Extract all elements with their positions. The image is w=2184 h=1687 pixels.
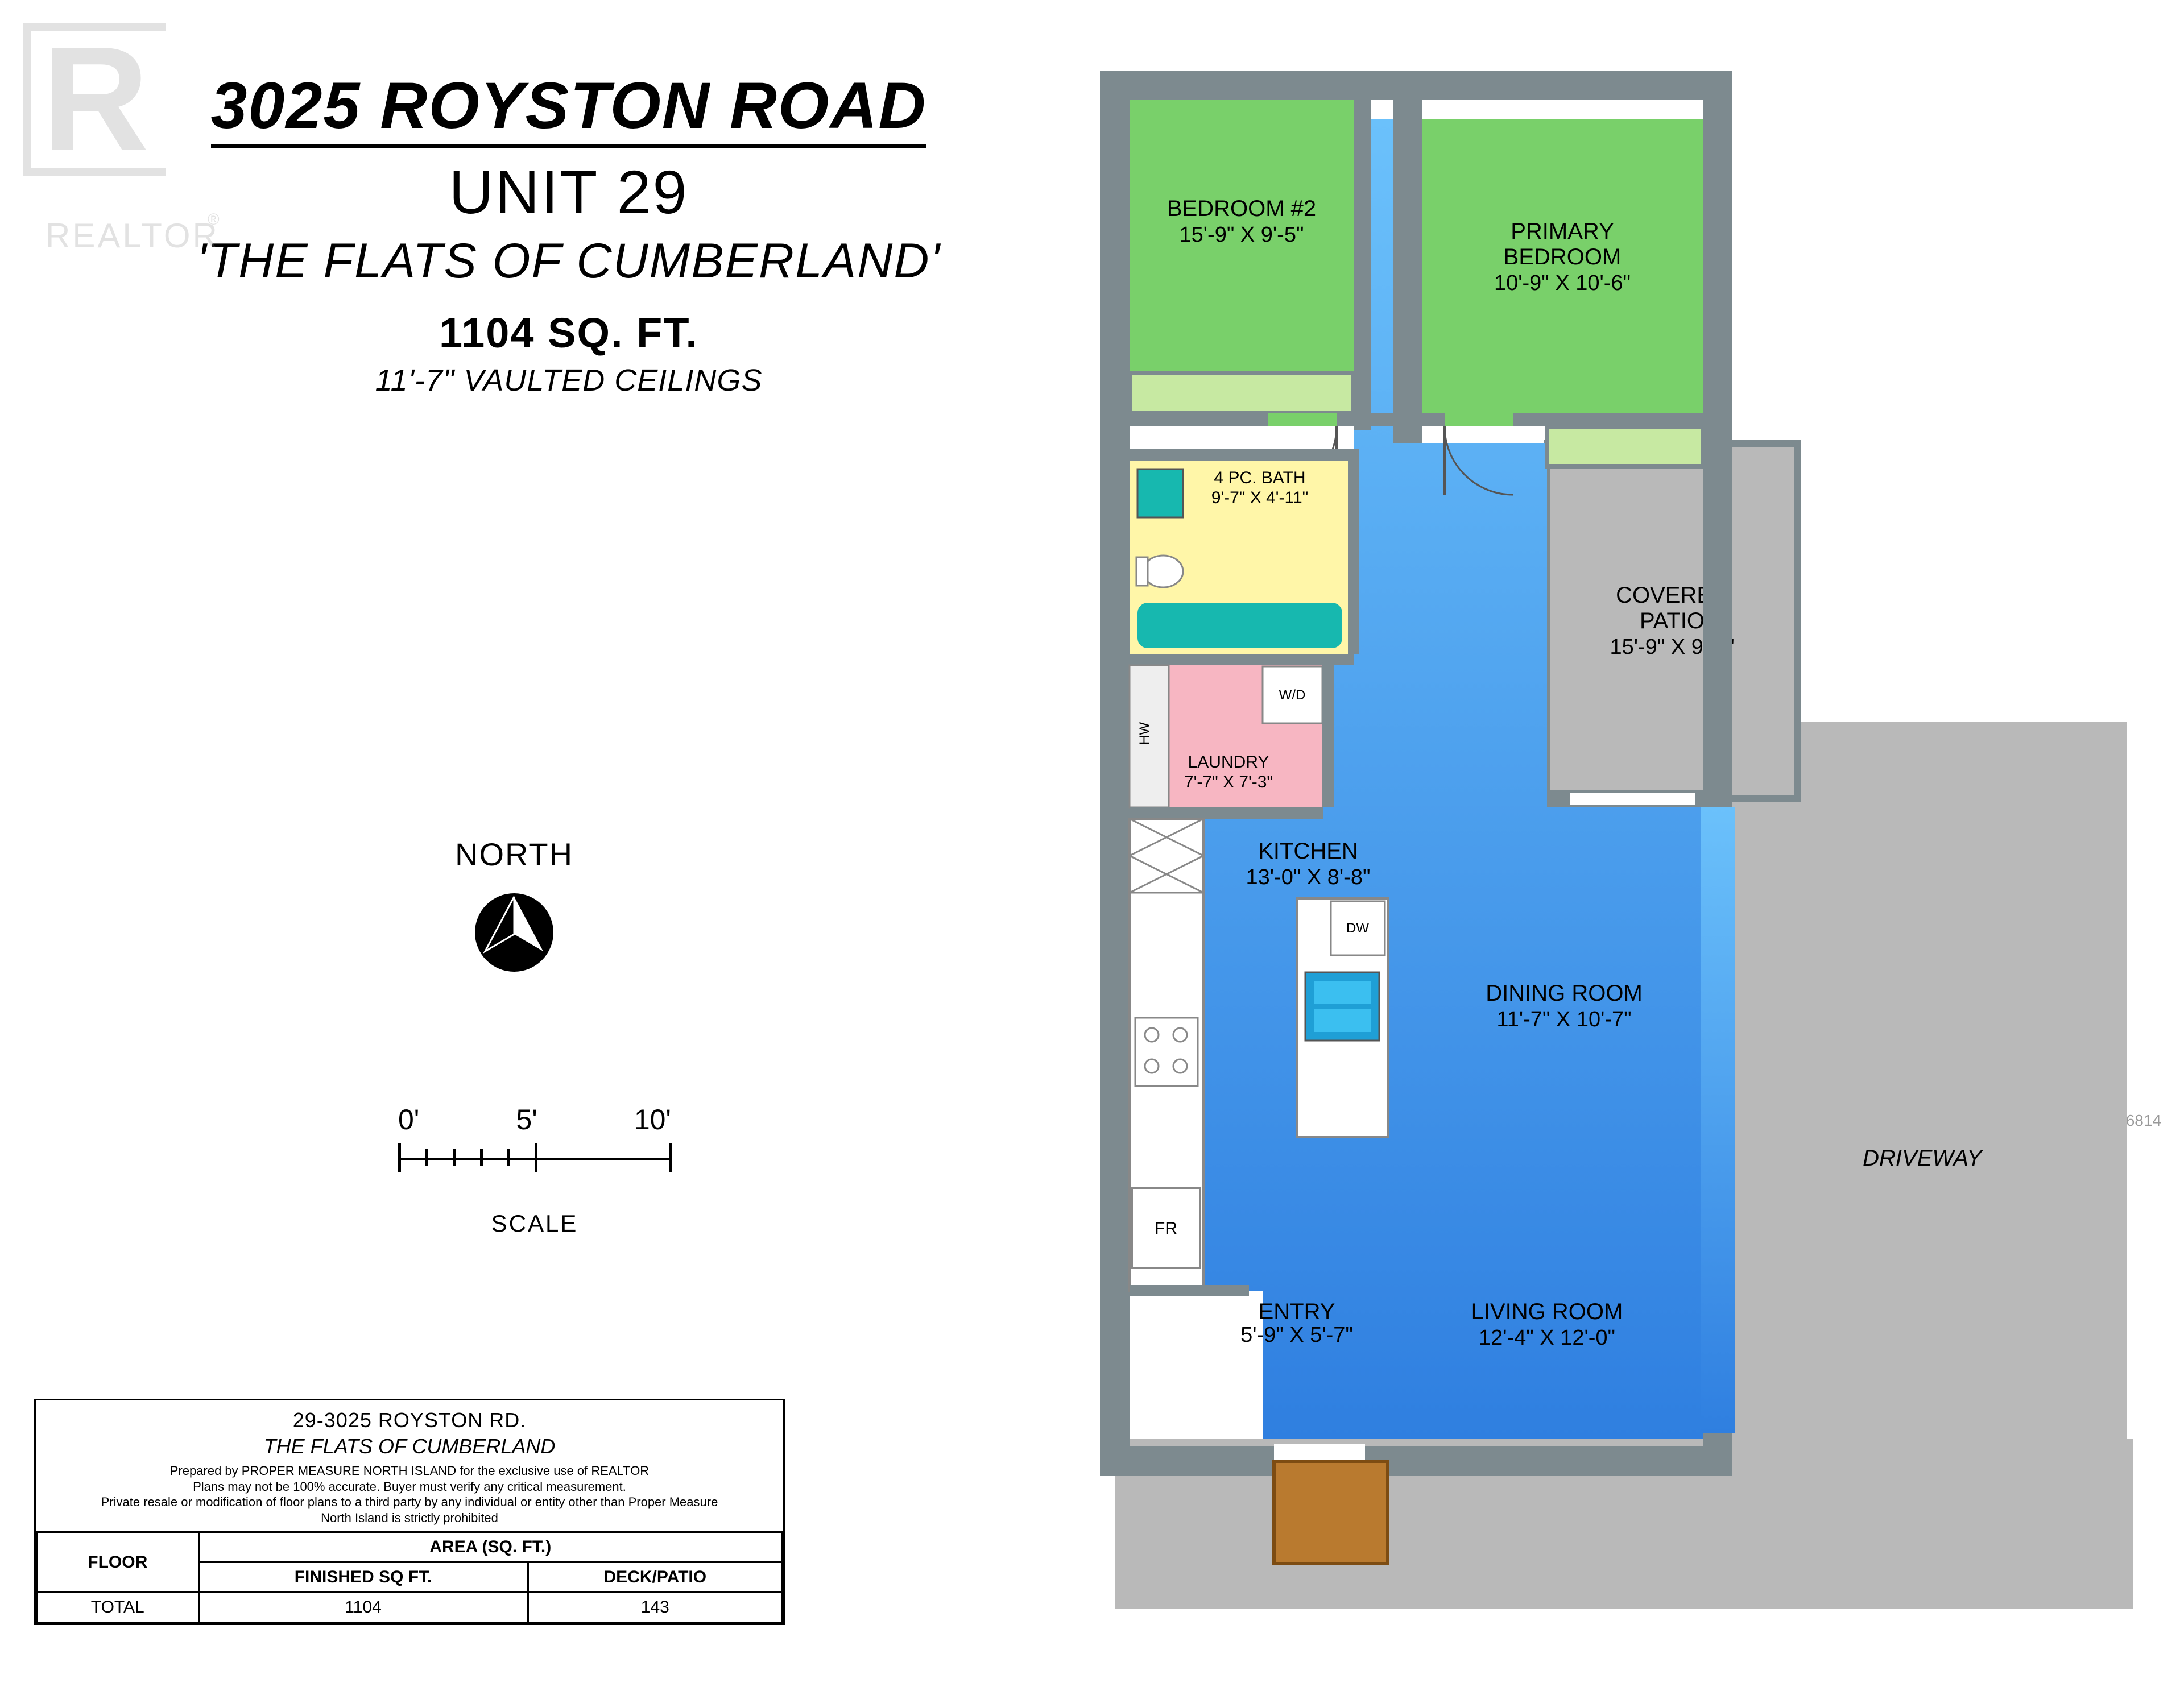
primary-label2: BEDROOM — [1504, 244, 1622, 270]
th-floor: FLOOR — [37, 1532, 199, 1593]
living-label: LIVING ROOM — [1471, 1299, 1623, 1324]
north-arrow-icon — [471, 890, 557, 975]
patio-label2: PATIO — [1640, 608, 1705, 633]
dining-label: DINING ROOM — [1486, 981, 1643, 1006]
floorplan: DRIVEWAY COVERED PATIO 15'-9" X 9'-0" BE… — [1081, 51, 2133, 1643]
driveway-label: DRIVEWAY — [1863, 1146, 1984, 1171]
bath-dim: 9'-7" X 4'-11" — [1211, 488, 1309, 507]
sqft: 1104 SQ. FT. — [136, 309, 1001, 357]
info-block: 3025 ROYSTON ROAD UNIT 29 'THE FLATS OF … — [136, 68, 1001, 398]
dining-dim: 11'-7" X 10'-7" — [1496, 1008, 1631, 1031]
bath-label: 4 PC. BATH — [1214, 469, 1305, 487]
td-finished: 1104 — [198, 1593, 528, 1623]
toilet-icon — [1143, 556, 1183, 587]
area-table: FLOOR AREA (SQ. FT.) FINISHED SQ FT. DEC… — [36, 1531, 783, 1623]
dw-label: DW — [1346, 921, 1369, 936]
watermark-label: REALTOR — [46, 216, 220, 255]
unit: UNIT 29 — [136, 156, 1001, 227]
scale-block: 0' 5' 10' SCALE — [398, 1103, 671, 1237]
th-area: AREA (SQ. FT.) — [198, 1532, 783, 1562]
scale-0: 0' — [398, 1103, 419, 1136]
kitchen-dim: 13'-0" X 8'-8" — [1246, 865, 1371, 889]
property-name: 'THE FLATS OF CUMBERLAND' — [136, 233, 1001, 289]
watermark-r: R — [23, 23, 166, 176]
laundry-label: LAUNDRY — [1188, 753, 1269, 772]
north-block: NORTH — [455, 836, 573, 975]
north-label: NORTH — [455, 836, 573, 873]
primary-dim: 10'-9" X 10'-6" — [1494, 271, 1631, 295]
laundry-dim: 7'-7" X 7'-3" — [1184, 773, 1273, 791]
fr-label: FR — [1155, 1219, 1177, 1238]
scale-label: SCALE — [398, 1210, 671, 1237]
entry-label: ENTRY — [1259, 1299, 1335, 1324]
living-dim: 12'-4" X 12'-0" — [1479, 1326, 1615, 1350]
th-finished: FINISHED SQ FT. — [198, 1562, 528, 1593]
bedroom2-dim: 15'-9" X 9'-5" — [1180, 223, 1304, 247]
legend-name: THE FLATS OF CUMBERLAND — [42, 1435, 777, 1458]
legend-address: 29-3025 ROYSTON RD. — [42, 1408, 777, 1432]
legend-disclaimer: Prepared by PROPER MEASURE NORTH ISLAND … — [42, 1463, 777, 1526]
porch-area — [1274, 1461, 1388, 1564]
kitchen-label: KITCHEN — [1258, 839, 1358, 864]
legend-box: 29-3025 ROYSTON RD. THE FLATS OF CUMBERL… — [34, 1399, 785, 1625]
address: 3025 ROYSTON ROAD — [211, 68, 927, 148]
primary-label1: PRIMARY — [1511, 219, 1614, 244]
th-deck: DECK/PATIO — [528, 1562, 782, 1593]
td-total: TOTAL — [37, 1593, 199, 1623]
bathtub-icon — [1138, 603, 1342, 648]
wd-label: W/D — [1279, 687, 1306, 703]
watermark: R ® REALTOR — [23, 23, 166, 176]
bedroom2-label: BEDROOM #2 — [1167, 196, 1316, 221]
scale-5: 5' — [516, 1103, 537, 1136]
scale-10: 10' — [634, 1103, 671, 1136]
hw-label: HW — [1137, 722, 1152, 745]
entry-dim: 5'-9" X 5'-7" — [1240, 1323, 1353, 1347]
td-deck: 143 — [528, 1593, 782, 1623]
ceilings: 11'-7" VAULTED CEILINGS — [136, 363, 1001, 398]
